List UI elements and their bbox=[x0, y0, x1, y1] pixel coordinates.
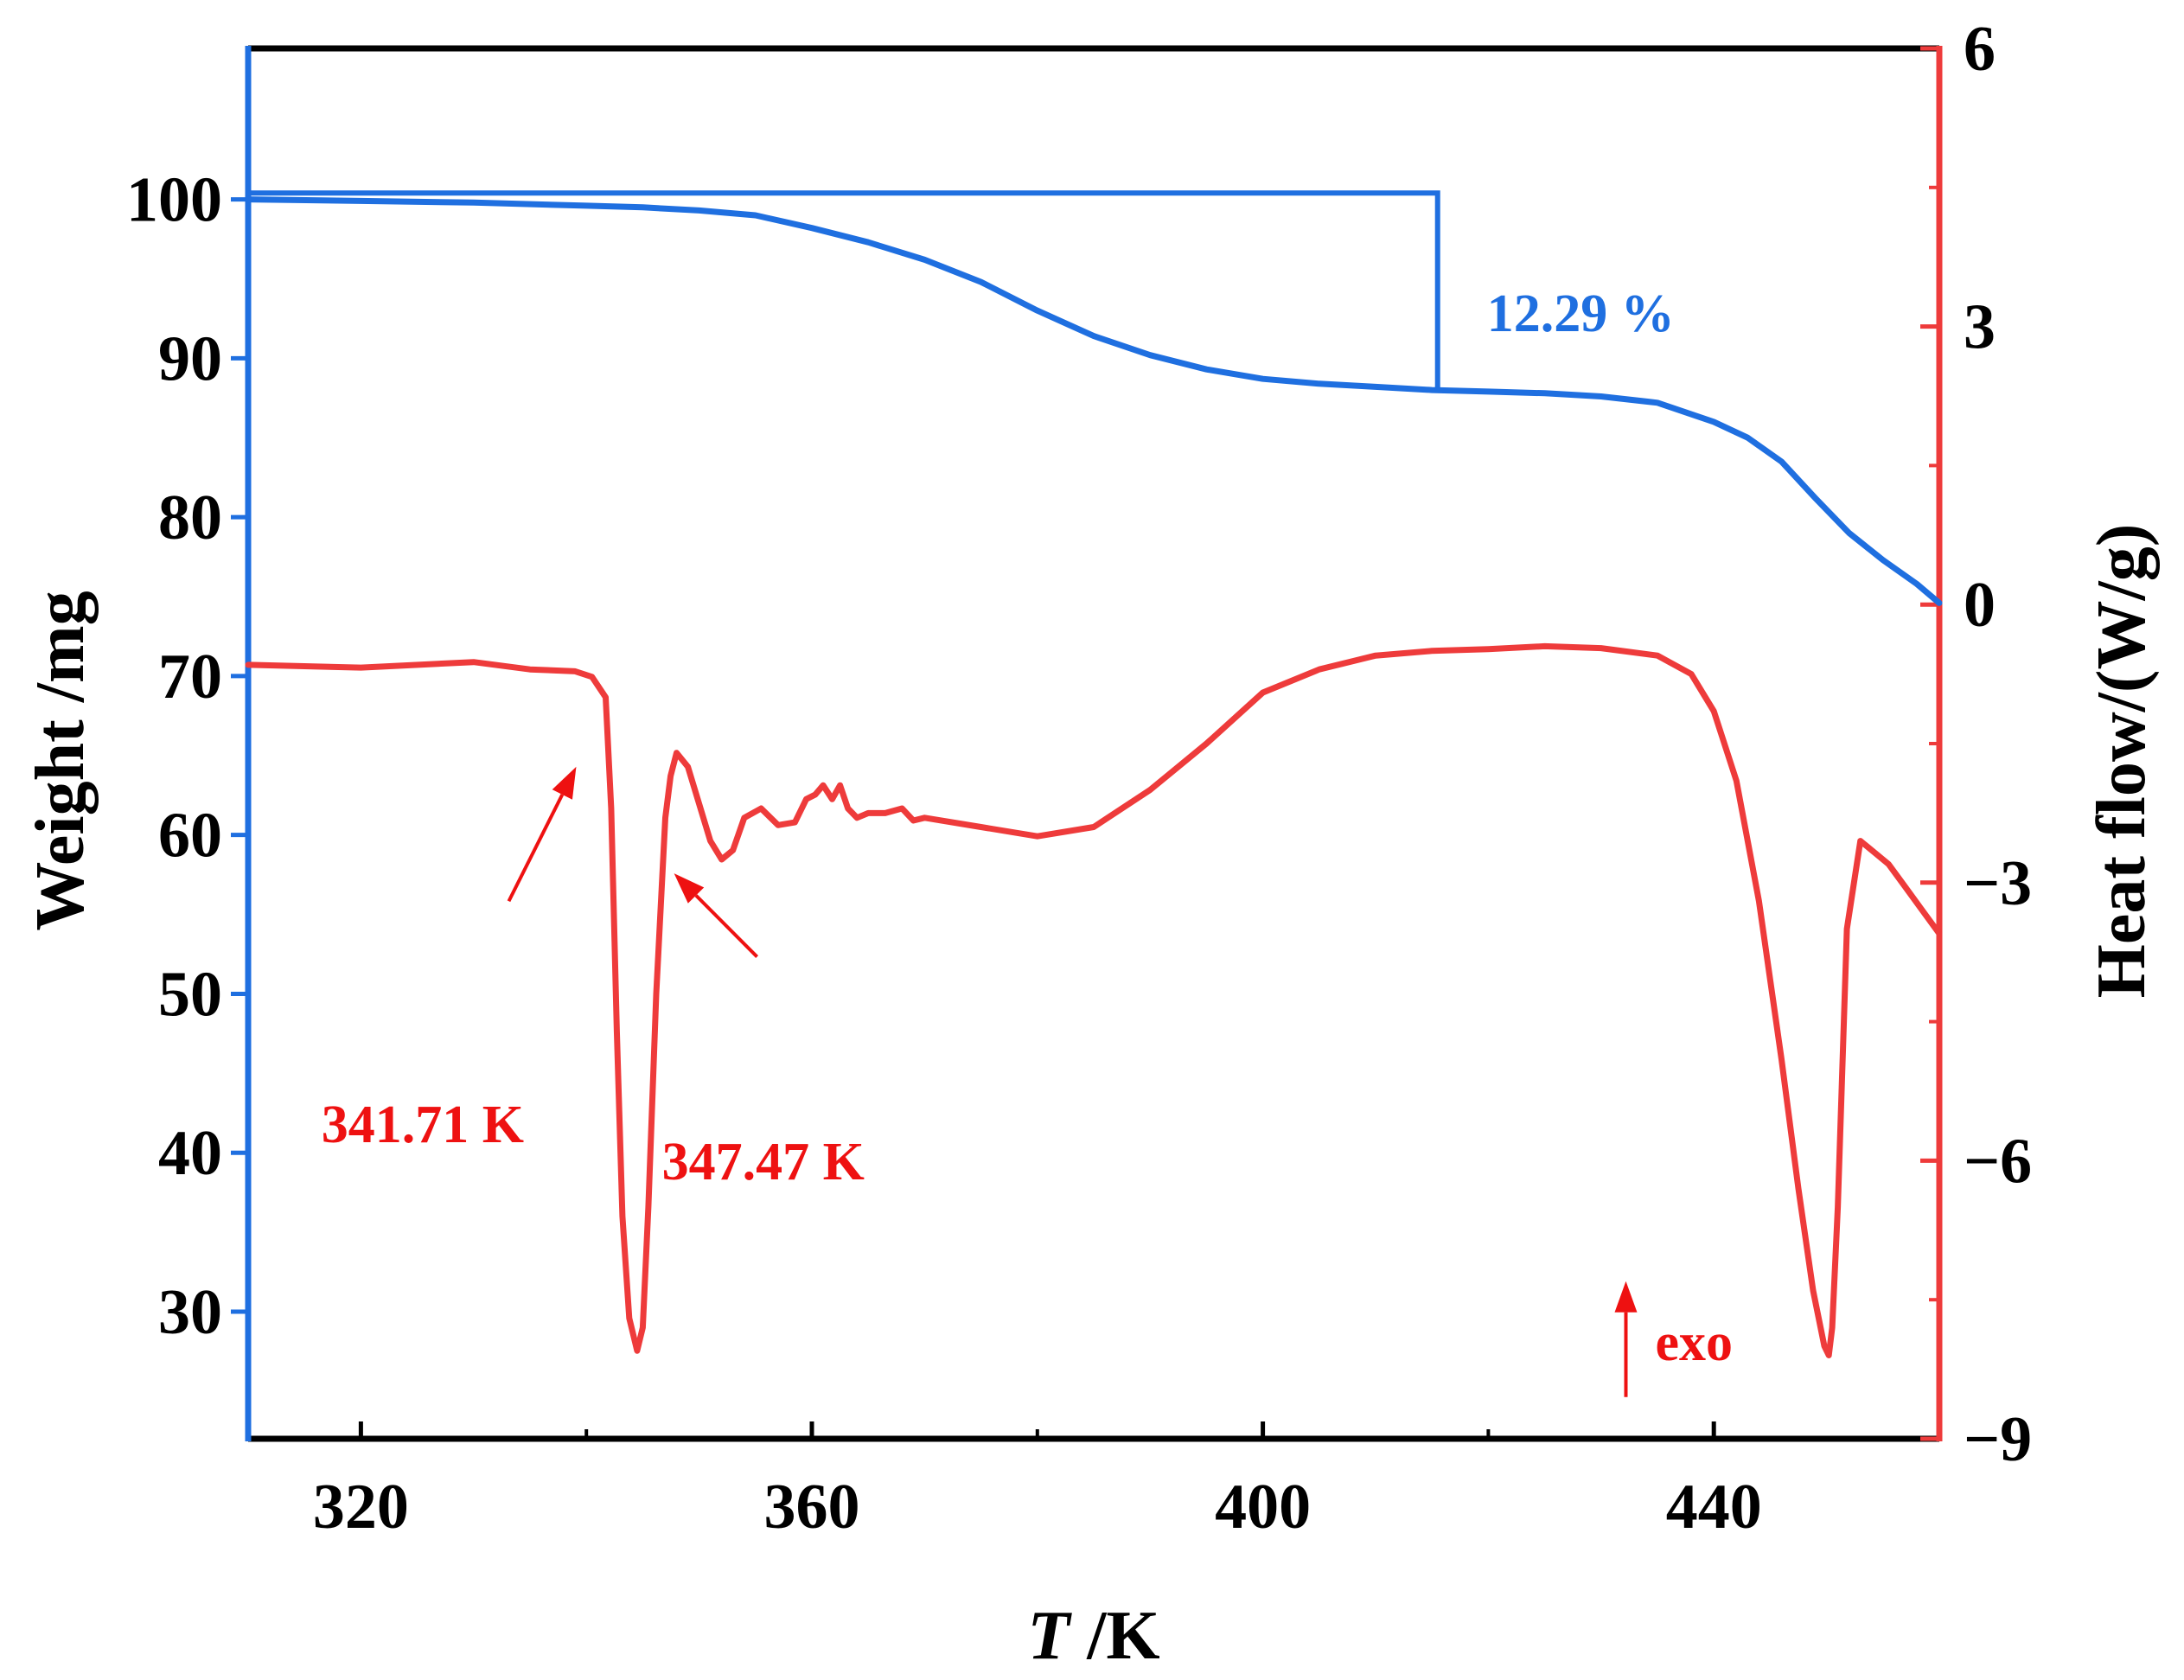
exo-arrow bbox=[1614, 1281, 1638, 1397]
onset-arrow-347 bbox=[674, 873, 759, 958]
annotation-layer: 341.71 K 347.47 K 12.29 % exo bbox=[248, 190, 1733, 1397]
x-axis-title: T /K bbox=[1027, 1598, 1159, 1674]
x-axis-title-unit: /K bbox=[1070, 1598, 1159, 1674]
right-y-tick-label: −3 bbox=[1964, 848, 2032, 919]
annotation-341-71: 341.71 K bbox=[322, 1096, 524, 1154]
dsc-heat-flow-line bbox=[245, 642, 1943, 1358]
left-y-tick-label: 70 bbox=[158, 642, 222, 712]
onset-arrow-341 bbox=[507, 766, 577, 903]
x-axis-ticks: 320 360 400 440 bbox=[313, 1421, 1762, 1543]
x-tick-label: 400 bbox=[1215, 1472, 1311, 1543]
right-y-tick-label: −6 bbox=[1964, 1126, 2032, 1197]
exo-arrow-head bbox=[1614, 1281, 1638, 1313]
left-y-tick-label: 60 bbox=[158, 801, 222, 872]
plot-frame bbox=[245, 45, 1943, 1442]
right-y-tick-label: 0 bbox=[1964, 570, 1996, 641]
annotation-weight-loss-percent: 12.29 % bbox=[1487, 284, 1675, 343]
left-y-axis-ticks: 30 40 50 60 70 80 90 100 bbox=[126, 165, 248, 1348]
onset-arrow-347-head bbox=[674, 873, 705, 904]
x-tick-label: 320 bbox=[313, 1472, 409, 1543]
onset-arrow-347-shaft bbox=[694, 894, 759, 958]
x-tick-label: 440 bbox=[1666, 1472, 1762, 1543]
right-y-axis-title: Heat flow/(W/g) bbox=[2084, 524, 2160, 999]
left-y-tick-label: 80 bbox=[158, 482, 222, 553]
left-y-tick-label: 50 bbox=[158, 959, 222, 1030]
x-tick-label: 360 bbox=[764, 1472, 860, 1543]
left-y-tick-label: 40 bbox=[158, 1118, 222, 1189]
annotation-exo: exo bbox=[1655, 1313, 1733, 1372]
left-y-tick-label: 90 bbox=[158, 323, 222, 394]
right-y-tick-label: 3 bbox=[1964, 292, 1996, 363]
onset-arrow-341-shaft bbox=[507, 794, 565, 903]
left-y-axis-title: Weight /mg bbox=[22, 591, 99, 930]
left-y-tick-label: 30 bbox=[158, 1277, 222, 1348]
x-axis-title-symbol: T bbox=[1027, 1598, 1072, 1674]
tga-weight-line bbox=[245, 196, 1943, 606]
onset-arrow-341-head bbox=[552, 766, 577, 800]
right-y-axis-ticks: −9 −6 −3 0 3 6 bbox=[1920, 14, 2032, 1475]
right-y-tick-label: 6 bbox=[1964, 14, 1996, 85]
right-y-tick-label: −9 bbox=[1964, 1404, 2032, 1475]
left-y-tick-label: 100 bbox=[126, 165, 222, 236]
annotation-347-47: 347.47 K bbox=[662, 1133, 865, 1191]
series-layer bbox=[245, 196, 1943, 1358]
weight-loss-step-line bbox=[248, 190, 1440, 391]
